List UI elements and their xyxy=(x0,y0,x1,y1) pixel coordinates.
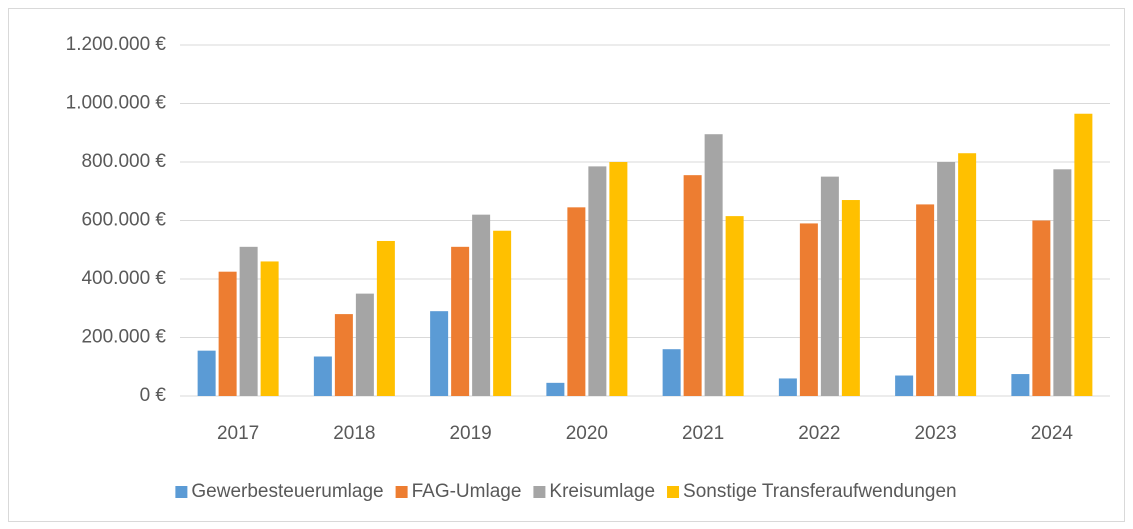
legend-label: Sonstige Transferaufwendungen xyxy=(683,481,957,502)
x-tick-label: 2021 xyxy=(682,423,724,444)
legend-label: Kreisumlage xyxy=(549,481,655,502)
bar xyxy=(197,350,216,396)
bar xyxy=(778,378,797,396)
x-tick-label: 2018 xyxy=(333,423,375,444)
legend-label: FAG-Umlage xyxy=(412,481,522,502)
y-tick-label: 1.000.000 € xyxy=(66,93,167,114)
legend-swatch xyxy=(667,486,680,498)
bar xyxy=(313,356,332,396)
bar xyxy=(546,382,565,396)
y-tick-label: 800.000 € xyxy=(81,151,166,172)
legend-label: Gewerbesteuerumlage xyxy=(191,481,383,502)
bar xyxy=(895,375,914,396)
x-tick-label: 2023 xyxy=(914,423,956,444)
bar xyxy=(958,153,977,396)
bar xyxy=(916,204,935,396)
bar xyxy=(662,349,681,396)
x-tick-label: 2019 xyxy=(449,423,491,444)
bar xyxy=(609,162,628,396)
bar xyxy=(1032,220,1051,396)
bar xyxy=(799,223,818,396)
bar xyxy=(841,200,860,396)
bar xyxy=(493,230,512,396)
bar xyxy=(1011,374,1030,396)
bar xyxy=(704,134,723,396)
bar xyxy=(376,240,395,396)
bar xyxy=(472,214,491,396)
bar xyxy=(937,162,956,396)
bar xyxy=(588,166,607,396)
y-tick-label: 600.000 € xyxy=(81,210,166,231)
bar xyxy=(218,271,237,396)
x-tick-label: 2024 xyxy=(1031,423,1074,444)
bar xyxy=(820,176,839,396)
y-tick-label: 1.200.000 € xyxy=(66,34,167,55)
x-tick-label: 2022 xyxy=(798,423,840,444)
y-tick-label: 0 € xyxy=(140,385,167,406)
bar xyxy=(683,175,702,396)
bar xyxy=(260,261,279,396)
x-tick-label: 2017 xyxy=(217,423,259,444)
bar xyxy=(567,207,586,396)
bar xyxy=(725,216,744,396)
bar xyxy=(1074,113,1093,397)
bar xyxy=(430,311,449,396)
y-tick-label: 200.000 € xyxy=(81,327,166,348)
bar xyxy=(334,314,353,396)
chart-frame xyxy=(8,8,1125,522)
legend-swatch xyxy=(533,486,546,498)
legend-swatch xyxy=(175,486,188,498)
y-tick-label: 400.000 € xyxy=(81,268,166,289)
bar xyxy=(355,293,374,396)
bar xyxy=(1053,169,1072,396)
legend-swatch xyxy=(395,486,408,498)
x-tick-label: 2020 xyxy=(566,423,608,444)
bar xyxy=(239,246,258,396)
bar xyxy=(451,246,470,396)
